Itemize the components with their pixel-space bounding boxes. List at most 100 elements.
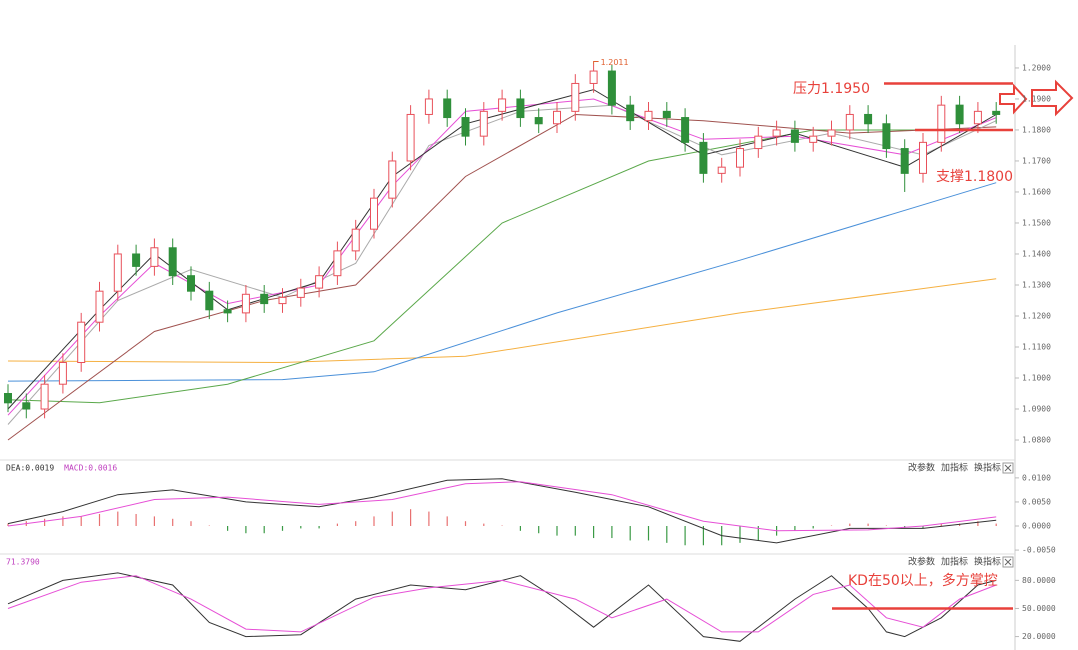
candle-body	[113, 253, 122, 292]
indicator-line	[7, 572, 997, 642]
plot-layer: 1.2000 1.1900 1.1800 1.1700 1.1600 1.1500 1.14…	[4, 58, 1056, 642]
candle-body	[809, 135, 818, 143]
y-tick-label: 20.0000	[1022, 632, 1056, 641]
y-tick-label: 1.2000	[1022, 63, 1051, 72]
peak-marker	[593, 61, 599, 65]
candle-body	[223, 309, 232, 314]
y-tick-label: 1.1200	[1022, 311, 1051, 320]
indicator-line	[7, 113, 997, 441]
candle-body	[553, 110, 561, 125]
indicator-line	[7, 104, 997, 425]
y-tick-label: 1.1000	[1022, 374, 1051, 383]
candle-body	[992, 110, 1001, 115]
candle-body	[370, 197, 378, 230]
candle-body	[589, 70, 598, 84]
y-tick-label: 0.0000	[1022, 522, 1051, 531]
level-label: 压力1.1950	[793, 81, 870, 97]
candle-body	[296, 287, 305, 298]
level-label: KD在50以上，多方掌控	[848, 572, 998, 589]
candle-body	[351, 228, 360, 252]
candle-body	[736, 148, 744, 168]
candle-body	[699, 141, 708, 174]
candle-body	[187, 275, 195, 292]
y-tick-label: 1.1500	[1022, 218, 1051, 227]
indicator-button[interactable]: 换指标	[974, 556, 1001, 568]
candle-body	[790, 129, 799, 143]
candle-body	[150, 247, 159, 267]
indicator-line	[7, 575, 997, 633]
candle-body	[919, 141, 927, 174]
candle-body	[717, 166, 726, 174]
indicator-line	[7, 182, 997, 382]
candle-body	[662, 110, 671, 119]
candle-body	[388, 160, 397, 199]
y-tick-label: 1.1800	[1022, 125, 1051, 134]
candle-body	[443, 98, 452, 119]
indicator-button[interactable]: 加指标	[941, 462, 968, 474]
y-tick-label: 1.1400	[1022, 249, 1051, 258]
candle-body	[845, 113, 854, 131]
candle-body	[644, 110, 653, 122]
y-tick-label: 1.1300	[1022, 280, 1051, 289]
candle-body	[864, 113, 873, 125]
candle-body	[424, 98, 433, 115]
candle-body	[973, 110, 982, 125]
indicator-line	[7, 481, 997, 532]
y-tick-label: 1.1100	[1022, 342, 1051, 351]
y-tick-label: 50.0000	[1022, 604, 1056, 613]
candle-body	[827, 129, 836, 137]
candle-body	[681, 117, 690, 143]
candle-body	[132, 253, 141, 267]
candle-body	[22, 402, 31, 410]
candle-body	[95, 290, 104, 323]
indicator-button[interactable]: 加指标	[941, 556, 968, 568]
indicator-value: DEA:0.0019	[6, 464, 54, 473]
candle-body	[168, 247, 177, 277]
candle-body	[498, 98, 507, 112]
y-tick-label: 1.0900	[1022, 405, 1051, 414]
y-tick-label: 1.0800	[1022, 436, 1051, 445]
candle-body	[406, 113, 415, 162]
candle-body	[754, 135, 763, 150]
indicator-button[interactable]: 改参数	[908, 462, 935, 474]
candle-body	[4, 393, 12, 404]
indicator-button[interactable]: 改参数	[908, 556, 935, 568]
y-tick-label: 1.1700	[1022, 156, 1051, 165]
close-icon	[1004, 558, 1012, 566]
candle-body	[205, 290, 214, 311]
candle-body	[315, 275, 324, 289]
y-tick-label: 0.0100	[1022, 473, 1051, 482]
peak-label: 1.2011	[601, 58, 629, 67]
candle-body	[937, 104, 946, 143]
indicator-button[interactable]: 换指标	[974, 462, 1001, 474]
candle-body	[479, 110, 488, 137]
candle-body	[40, 383, 49, 410]
candle-body	[882, 123, 891, 150]
y-tick-label: 1.1600	[1022, 187, 1051, 196]
y-tick-label: -0.0050	[1022, 546, 1056, 555]
candle-body	[333, 250, 342, 277]
candle-body	[516, 98, 525, 119]
candle-body	[900, 148, 909, 174]
y-tick-label: 0.0050	[1022, 497, 1051, 506]
candle-body	[77, 321, 86, 364]
level-label: 支撑1.1800	[936, 169, 1013, 185]
candle-body	[278, 296, 287, 305]
indicator-line	[7, 478, 997, 544]
arrow-icon	[999, 83, 1028, 115]
indicator-value: MACD:0.0016	[64, 464, 117, 473]
candle-body	[241, 293, 250, 314]
candle-body	[571, 82, 580, 112]
candle-body	[607, 70, 616, 106]
candle-body	[461, 117, 470, 137]
indicator-line	[7, 278, 997, 364]
y-tick-label: 1.1900	[1022, 94, 1051, 103]
arrow-icon	[1031, 79, 1074, 117]
candle-body	[955, 104, 964, 125]
candle-body	[772, 129, 781, 137]
candle-body	[626, 104, 635, 122]
candle-body	[260, 293, 269, 305]
y-tick-label: 80.0000	[1022, 576, 1056, 585]
